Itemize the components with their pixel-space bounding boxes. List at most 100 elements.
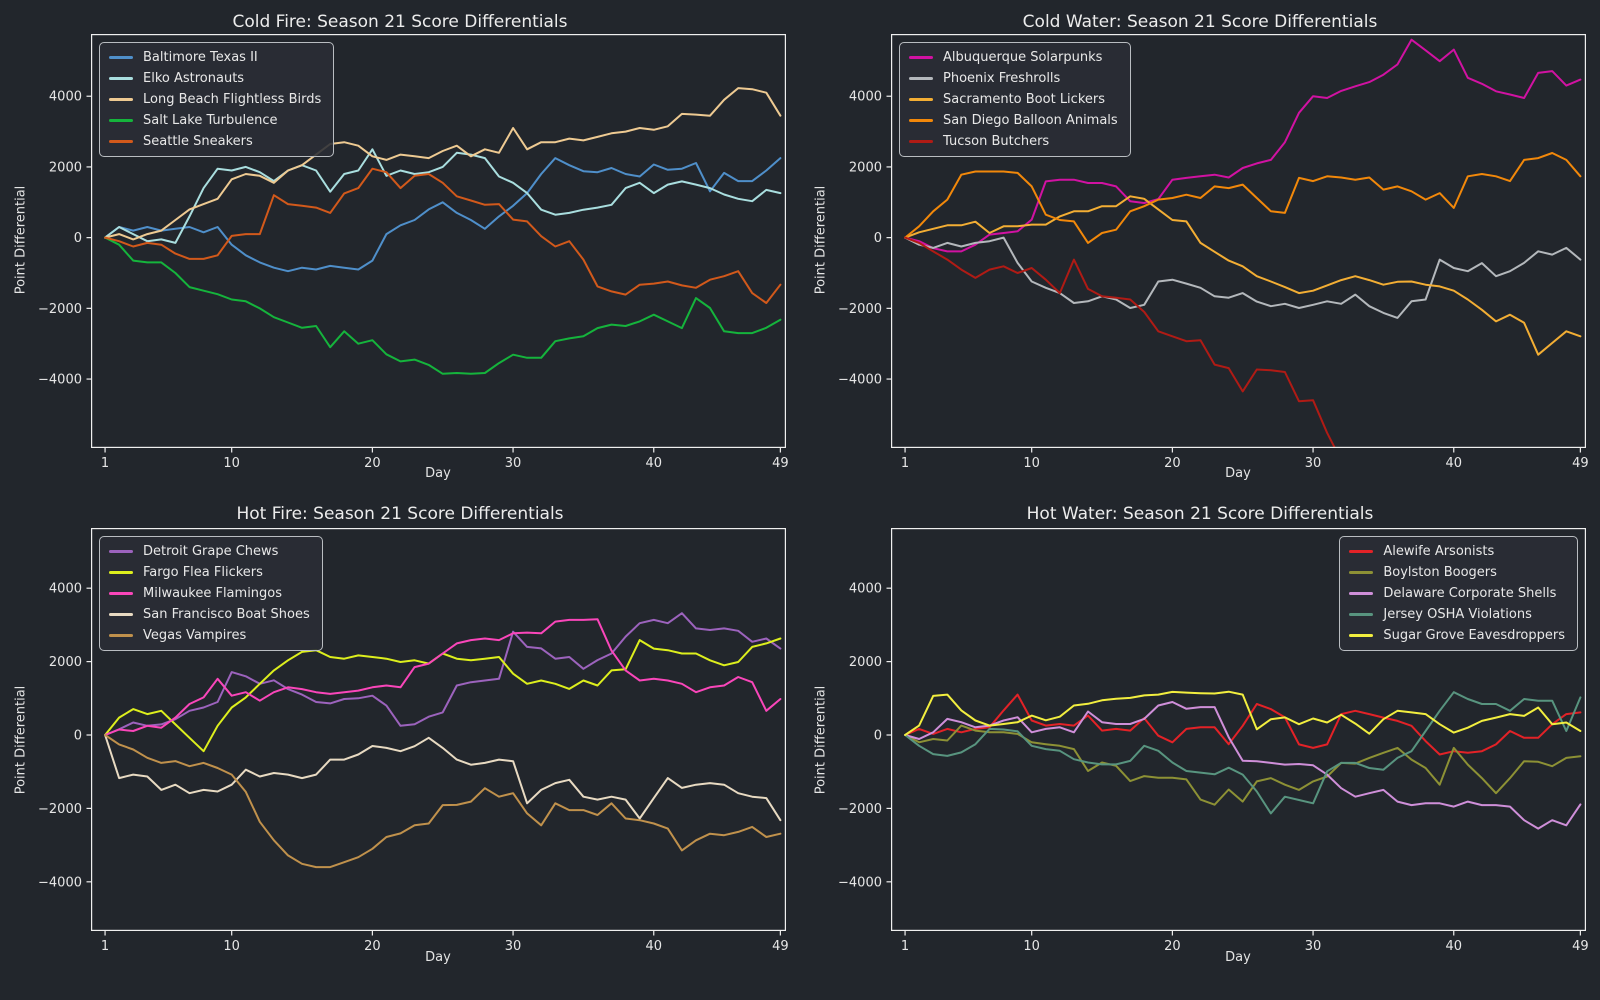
legend-label: Boylston Boogers — [1383, 565, 1497, 580]
axes-frame — [891, 34, 1586, 448]
x-tick-label: 40 — [1445, 939, 1462, 954]
axes-frame — [91, 528, 786, 931]
x-tick-label: 30 — [505, 939, 522, 954]
y-tick-label: −2000 — [838, 302, 882, 317]
series-line — [904, 724, 1582, 806]
legend-line-swatch — [909, 119, 933, 122]
series-line — [104, 87, 782, 241]
x-tick-label: 30 — [1305, 939, 1322, 954]
series-line — [904, 690, 1582, 736]
series-line — [904, 701, 1582, 830]
legend-item: Delaware Corporate Shells — [1349, 586, 1565, 601]
chart-panel-cold-fire: Cold Fire: Season 21 Score Differentials… — [0, 0, 800, 500]
legend-line-swatch — [1349, 592, 1374, 595]
legend-label: Detroit Grape Chews — [143, 544, 279, 559]
y-tick-label: 4000 — [49, 582, 82, 597]
y-tick-label: −2000 — [38, 802, 82, 817]
legend-line-swatch — [109, 140, 133, 143]
legend-line-swatch — [109, 571, 133, 574]
series-line — [104, 734, 782, 869]
legend-label: Albuquerque Solarpunks — [943, 50, 1103, 65]
legend-label: Alewife Arsonists — [1383, 544, 1495, 559]
x-axis-label: Day — [425, 950, 451, 965]
legend-item: Tucson Butchers — [909, 134, 1118, 149]
legend-label: Phoenix Freshrolls — [943, 71, 1061, 86]
chart-panel-hot-fire: Hot Fire: Season 21 Score Differentials … — [0, 500, 800, 1000]
legend-line-swatch — [109, 550, 133, 553]
y-tick-label: 4000 — [849, 582, 882, 597]
series-line — [104, 618, 782, 736]
legend-label: Vegas Vampires — [143, 628, 247, 643]
series-line — [104, 157, 782, 273]
legend-label: Seattle Sneakers — [143, 134, 253, 149]
series-line — [104, 236, 782, 375]
y-tick-label: −4000 — [38, 373, 82, 388]
y-tick-label: 0 — [874, 231, 882, 246]
legend-item: Long Beach Flightless Birds — [109, 92, 321, 107]
axes-frame — [891, 528, 1586, 931]
legend-item: San Francisco Boat Shoes — [109, 607, 310, 622]
legend-label: Sugar Grove Eavesdroppers — [1383, 628, 1565, 643]
x-tick-label: 49 — [772, 939, 789, 954]
y-tick-label: 4000 — [49, 90, 82, 105]
plot-area: 1 10 20 30 40 49 −4000 −2000 0 2000 4000 — [38, 34, 789, 471]
legend-item: Sacramento Boot Lickers — [909, 92, 1118, 107]
legend-item: Salt Lake Turbulence — [109, 113, 321, 128]
y-tick-label: 0 — [74, 729, 82, 744]
legend-line-swatch — [109, 613, 133, 616]
series-line — [904, 236, 1336, 448]
legend-item: Phoenix Freshrolls — [909, 71, 1118, 86]
x-tick-label: 1 — [901, 456, 909, 471]
y-tick-label: −2000 — [838, 802, 882, 817]
legend-line-swatch — [909, 98, 933, 101]
legend: Baltimore Texas II Elko Astronauts Long Be… — [99, 42, 335, 157]
chart-title: Cold Water: Season 21 Score Differential… — [1022, 12, 1378, 32]
y-axis-label: Point Differential — [13, 685, 29, 795]
legend-line-swatch — [1349, 634, 1374, 637]
x-tick-label: 10 — [223, 939, 240, 954]
legend-label: Long Beach Flightless Birds — [143, 92, 322, 107]
legend-label: Salt Lake Turbulence — [143, 113, 278, 128]
legend-label: Sacramento Boot Lickers — [943, 92, 1105, 107]
x-tick-label: 1 — [101, 456, 109, 471]
y-tick-label: −4000 — [838, 875, 882, 890]
legend-item: Milwaukee Flamingos — [109, 586, 310, 601]
legend-label: Tucson Butchers — [943, 134, 1050, 149]
series-line — [904, 693, 1582, 756]
legend-line-swatch — [109, 77, 133, 80]
legend-line-swatch — [109, 634, 133, 637]
legend-line-swatch — [1349, 613, 1374, 616]
x-tick-label: 49 — [772, 456, 789, 471]
legend-line-swatch — [109, 56, 133, 59]
y-tick-label: 0 — [74, 231, 82, 246]
x-tick-label: 30 — [1305, 456, 1322, 471]
plot-area: 1 10 20 30 40 49 −4000 −2000 0 2000 4000 — [838, 528, 1589, 954]
legend-label: Delaware Corporate Shells — [1383, 586, 1557, 601]
legend-item: Baltimore Texas II — [109, 50, 321, 65]
legend-label: San Diego Balloon Animals — [943, 113, 1118, 128]
x-tick-label: 20 — [1164, 456, 1181, 471]
plot-area: 1 10 20 30 40 49 −4000 −2000 0 2000 4000 — [38, 528, 789, 954]
legend-item: Albuquerque Solarpunks — [909, 50, 1118, 65]
legend-item: Alewife Arsonists — [1349, 544, 1565, 559]
x-tick-label: 49 — [1572, 456, 1589, 471]
legend-line-swatch — [109, 119, 133, 122]
plot-svg: 1 10 20 30 40 49 −4000 −2000 0 2000 4000 — [838, 34, 1589, 471]
chart-title: Hot Fire: Season 21 Score Differentials — [236, 504, 564, 524]
legend-line-swatch — [909, 56, 933, 59]
legend-label: Elko Astronauts — [143, 71, 245, 86]
legend-line-swatch — [909, 77, 933, 80]
series-line — [904, 38, 1582, 253]
y-axis-label: Point Differential — [813, 185, 829, 295]
y-tick-label: 2000 — [49, 655, 82, 670]
x-tick-label: 40 — [645, 456, 662, 471]
plot-svg: 1 10 20 30 40 49 −4000 −2000 0 2000 4000 — [38, 34, 789, 471]
legend-line-swatch — [1349, 550, 1374, 553]
legend: Alewife Arsonists Boylston Boogers Delawar… — [1339, 536, 1578, 651]
x-tick-label: 10 — [1023, 456, 1040, 471]
series-line — [904, 691, 1582, 815]
legend-item: Jersey OSHA Violations — [1349, 607, 1565, 622]
y-tick-label: −4000 — [38, 875, 82, 890]
legend-label: Jersey OSHA Violations — [1383, 607, 1532, 622]
x-tick-label: 20 — [364, 456, 381, 471]
